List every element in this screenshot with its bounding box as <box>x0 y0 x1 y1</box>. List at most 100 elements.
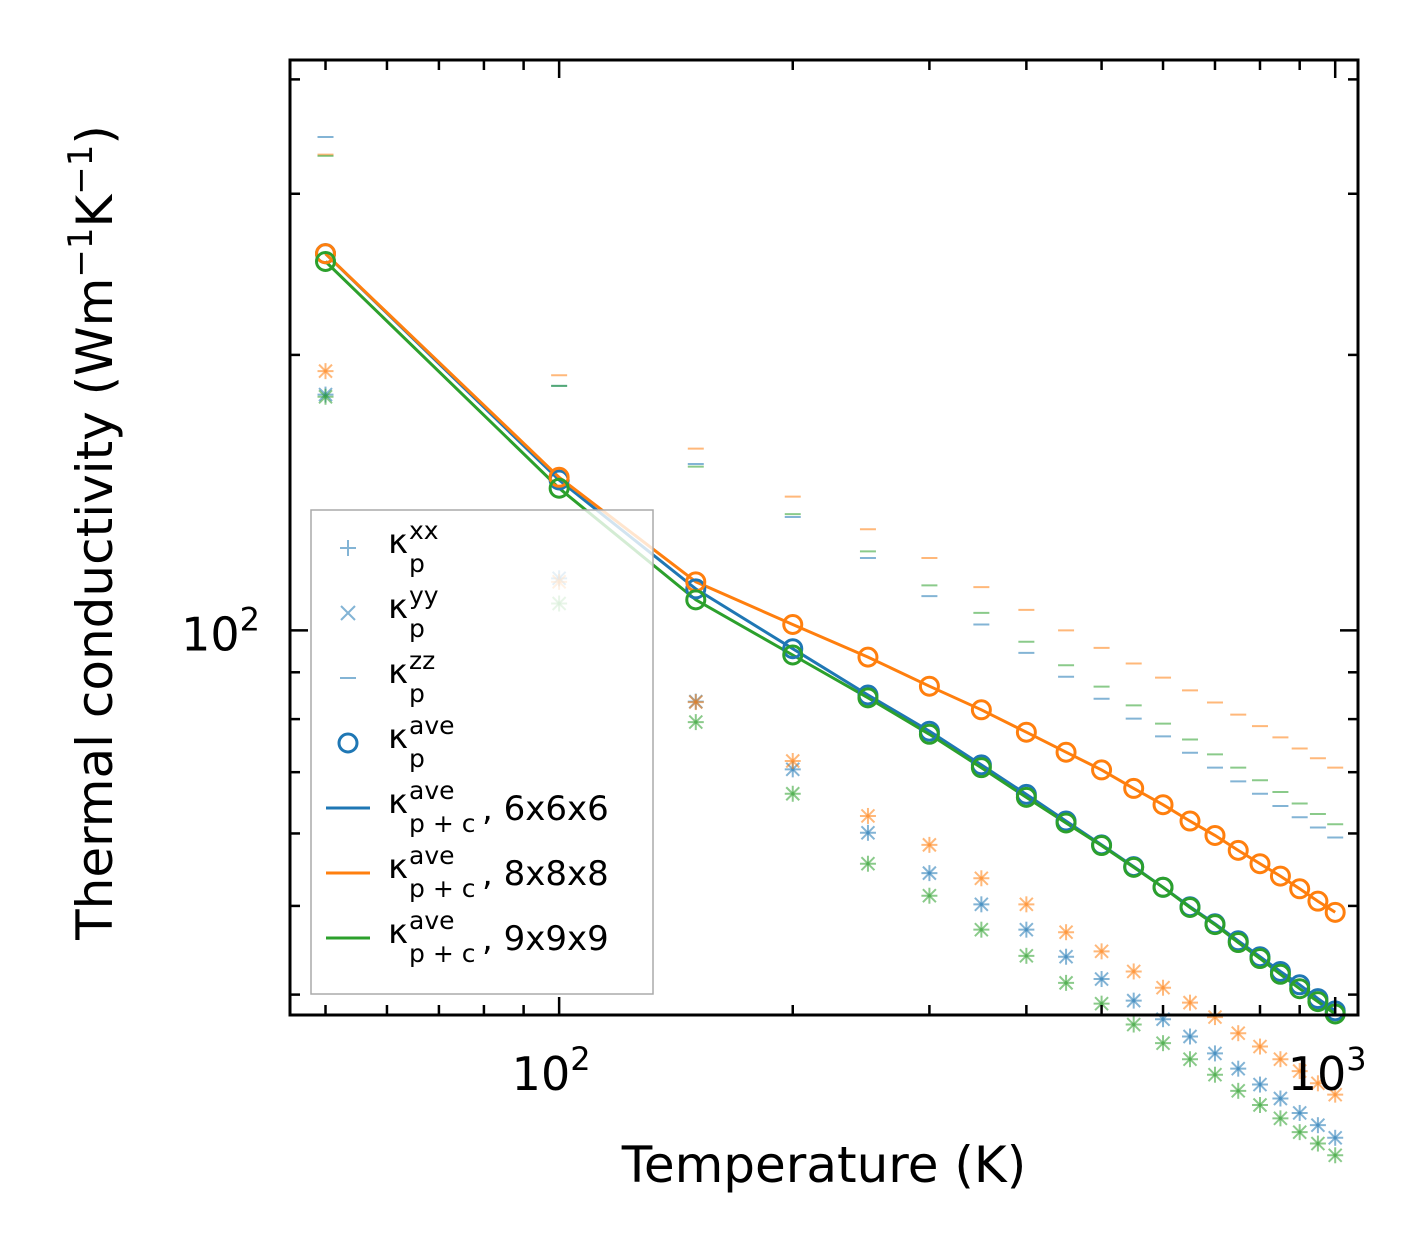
legend-entry: κave p + c, 8x8x8 <box>326 841 609 903</box>
average-marker-9x9x9 <box>1091 835 1113 857</box>
kyy-marker <box>974 897 989 912</box>
average-marker-8x8x8 <box>1227 839 1249 861</box>
legend-label: κyy p <box>388 581 439 643</box>
y-axis-label-sup2: −1 <box>61 145 101 195</box>
y-axis-label-sup1: −1 <box>61 228 101 278</box>
average-marker-9x9x9 <box>1179 897 1201 919</box>
legend-label: κave p + c, 6x6x6 <box>388 776 609 838</box>
average-marker-9x9x9 <box>857 687 879 709</box>
kyy-marker <box>1273 1111 1288 1126</box>
kyy-marker <box>1273 1091 1288 1106</box>
y-axis-label-main: Thermal conductivity (Wm <box>66 278 124 941</box>
plot-frame <box>288 58 1360 1017</box>
kyy-marker <box>318 363 333 379</box>
average-marker-9x9x9 <box>1307 991 1329 1013</box>
kyy-marker <box>1252 1077 1268 1092</box>
legend-label: κxx p <box>388 516 439 578</box>
kyy-marker <box>1182 1052 1198 1067</box>
kyy-marker <box>1182 995 1198 1010</box>
average-marker-8x8x8 <box>1249 853 1271 875</box>
kyy-marker <box>1126 993 1141 1008</box>
kyy-marker <box>1126 1017 1141 1032</box>
average-marker-9x9x9 <box>1249 948 1271 970</box>
kyy-marker <box>1231 1083 1246 1099</box>
kyy-marker <box>318 389 333 404</box>
kyy-marker <box>1231 1061 1246 1076</box>
average-marker-8x8x8 <box>782 613 804 635</box>
average-marker-9x9x9 <box>782 644 804 666</box>
kyy-marker <box>1155 980 1171 995</box>
kyy-marker <box>1019 948 1034 964</box>
average-marker-9x9x9 <box>548 477 570 499</box>
average-marker-8x8x8 <box>1179 810 1201 832</box>
average-marker-9x9x9 <box>1152 876 1174 898</box>
kyy-marker <box>688 714 703 730</box>
average-marker-9x9x9 <box>1015 786 1037 808</box>
average-marker-6x6x6 <box>685 578 707 600</box>
average-marker-8x8x8 <box>548 466 570 488</box>
x-tick-label: 102 <box>512 1040 591 1101</box>
average-marker-8x8x8 <box>1324 901 1346 923</box>
kyy-marker <box>1207 1046 1223 1061</box>
legend-entry: κave p <box>337 711 455 773</box>
kyy-marker <box>688 694 703 710</box>
average-marker-9x9x9 <box>1227 932 1249 954</box>
average-marker-9x9x9 <box>918 723 940 745</box>
kyy-marker <box>922 865 937 881</box>
average-marker-8x8x8 <box>1015 721 1037 743</box>
legend-label: κave p + c, 8x8x8 <box>388 841 609 903</box>
kyy-marker <box>1327 1087 1343 1102</box>
legend-box <box>310 509 654 995</box>
kyy-marker <box>785 753 800 769</box>
y-axis-label-mid: K <box>66 194 124 228</box>
kyy-marker <box>785 786 800 801</box>
kyy-marker <box>974 922 989 937</box>
kyy-marker <box>1310 1076 1326 1091</box>
series-line-9x9x9 <box>324 260 1337 1016</box>
tick-labels: 102 103 102 <box>181 600 1367 1101</box>
legend-label: κave p + c, 9x9x9 <box>388 906 609 968</box>
kyy-marker <box>860 808 876 824</box>
legend-plus-symbol <box>340 540 356 556</box>
kyy-marker <box>1292 1124 1307 1140</box>
average-marker-8x8x8 <box>1055 741 1077 763</box>
average-marker-9x9x9 <box>1204 914 1226 936</box>
average-marker-9x9x9 <box>685 589 707 611</box>
x-tick-label: 103 <box>1288 1040 1367 1101</box>
kyy-marker <box>1310 1117 1326 1133</box>
y-tick-label: 102 <box>181 600 260 661</box>
average-marker-9x9x9 <box>315 250 337 272</box>
average-marker-8x8x8 <box>315 243 337 265</box>
legend-entry: κyy p <box>340 581 439 643</box>
average-marker-8x8x8 <box>1123 777 1145 799</box>
legend-entry: κave p + c, 6x6x6 <box>326 776 609 838</box>
kyy-marker <box>922 888 937 903</box>
kyy-marker <box>1231 1025 1246 1041</box>
kyy-marker <box>1252 1039 1268 1054</box>
x-axis-label: Temperature (K) <box>621 1136 1026 1194</box>
average-marker-8x8x8 <box>1269 865 1291 887</box>
kyy-marker <box>860 825 876 840</box>
average-marker-8x8x8 <box>857 646 879 668</box>
legend-x-symbol <box>340 605 356 621</box>
kyy-marker <box>922 837 937 853</box>
kyy-marker <box>974 871 989 886</box>
average-marker-8x8x8 <box>1289 878 1311 900</box>
average-marker-8x8x8 <box>1307 890 1329 912</box>
kyy-marker <box>1310 1136 1326 1151</box>
kyy-marker <box>1273 1052 1288 1067</box>
y-axis-label: Thermal conductivity (Wm−1K−1) <box>61 125 124 941</box>
kyy-marker <box>1058 949 1074 964</box>
series-lines-layer <box>324 252 1337 1016</box>
average-marker-8x8x8 <box>918 675 940 697</box>
kyy-marker <box>1058 925 1074 940</box>
average-marker-9x9x9 <box>1123 856 1145 878</box>
y-axis-label-end: ) <box>66 125 124 145</box>
kyy-marker <box>860 856 876 871</box>
kyy-marker <box>1182 1029 1198 1044</box>
average-marker-9x9x9 <box>1289 978 1311 1000</box>
average-marker-8x8x8 <box>1152 794 1174 816</box>
kyy-marker <box>1126 964 1141 979</box>
